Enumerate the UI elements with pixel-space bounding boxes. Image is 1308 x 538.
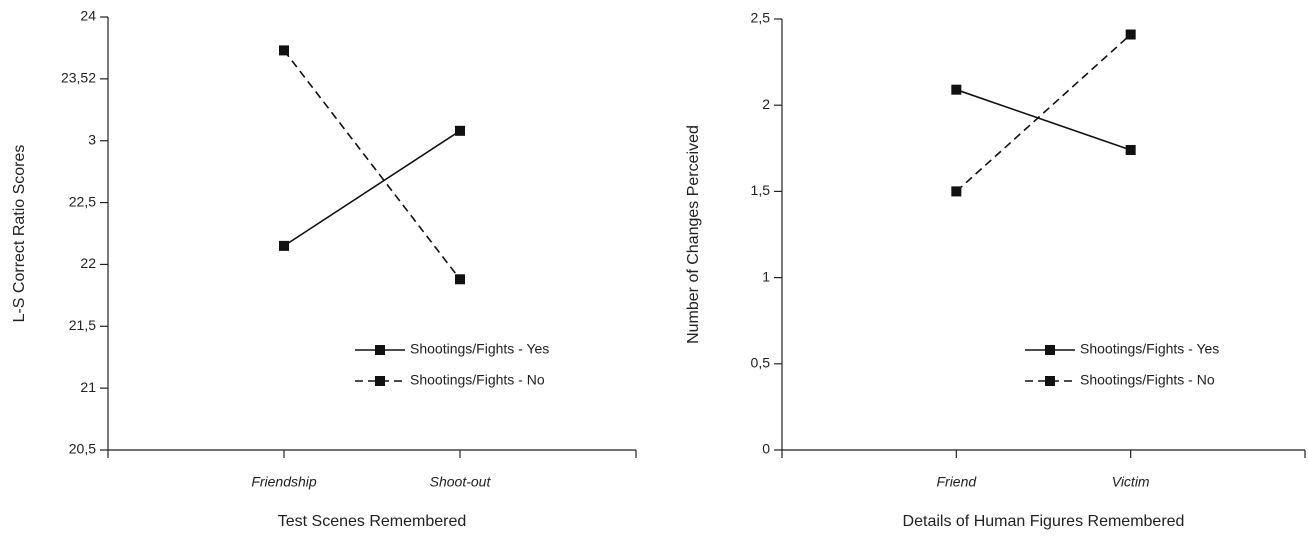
y-tick-label: 21,5: [69, 317, 96, 333]
x-tick-label: Friendship: [251, 474, 317, 490]
x-axis-label: Details of Human Figures Remembered: [903, 513, 1185, 530]
x-tick-label: Victim: [1112, 474, 1150, 490]
data-point: [951, 186, 962, 197]
y-tick-label: 20,5: [69, 441, 96, 457]
legend-label: Shootings/Fights - No: [1080, 372, 1215, 388]
legend-label: Shootings/Fights - Yes: [1080, 341, 1219, 357]
data-point: [1125, 29, 1136, 40]
data-point: [279, 240, 289, 251]
y-tick-label: 0: [762, 441, 770, 457]
legend-marker: [375, 345, 385, 355]
y-tick-label: 0,5: [751, 355, 771, 371]
y-tick-label: 2,5: [751, 10, 771, 26]
y-tick-label: 22: [80, 255, 96, 271]
data-point: [455, 274, 465, 285]
x-tick-label: Friend: [936, 474, 977, 490]
y-tick-label: 1,5: [751, 182, 771, 198]
series-line: [283, 49, 461, 280]
y-tick-label: 21: [80, 379, 96, 395]
series-line: [283, 130, 461, 247]
y-tick-label: 24: [80, 8, 96, 24]
y-tick-label: 3: [88, 131, 96, 147]
y-axis-label: L-S Correct Ratio Scores: [11, 145, 28, 323]
data-point: [279, 45, 289, 56]
y-tick-label: 23,52: [61, 70, 96, 86]
data-point: [1125, 145, 1136, 156]
y-tick-label: 1: [762, 268, 770, 284]
y-tick-label: 2: [762, 96, 770, 112]
legend-label: Shootings/Fights - Yes: [410, 341, 549, 357]
legend-marker: [1045, 345, 1055, 355]
data-point: [455, 125, 465, 136]
x-axis-label: Test Scenes Remembered: [278, 513, 467, 530]
x-tick-label: Shoot-out: [430, 474, 492, 490]
legend-label: Shootings/Fights - No: [410, 372, 545, 388]
y-axis-label: Number of Changes Perceived: [685, 125, 702, 344]
legend-marker: [375, 376, 385, 386]
y-tick-label: 22,5: [69, 193, 96, 209]
series-line: [955, 33, 1132, 192]
data-point: [951, 84, 962, 95]
series-line: [956, 88, 1131, 151]
legend-marker: [1045, 376, 1055, 386]
